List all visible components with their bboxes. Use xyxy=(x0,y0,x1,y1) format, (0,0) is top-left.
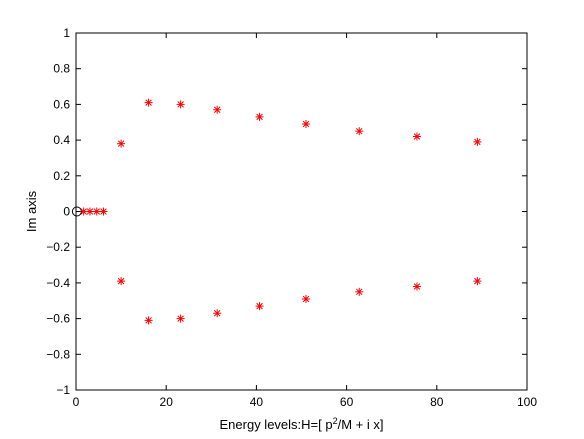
y-tick-label: 0.2 xyxy=(53,169,70,183)
y-tick-label: 0 xyxy=(63,205,70,219)
data-point-asterisk xyxy=(412,282,421,291)
x-tick-label: 40 xyxy=(250,395,264,409)
y-tick-label: −0.2 xyxy=(46,240,70,254)
data-point-asterisk xyxy=(255,112,264,121)
data-point-asterisk xyxy=(176,100,185,109)
data-point-asterisk xyxy=(355,287,364,296)
data-point-asterisk xyxy=(92,207,101,216)
data-point-asterisk xyxy=(213,309,222,318)
x-axis-label: Energy levels:H=[ p2/M + i x] xyxy=(220,416,384,432)
data-point-asterisk xyxy=(255,302,264,311)
x-tick-label: 80 xyxy=(430,395,444,409)
y-axis-label: Im axis xyxy=(24,190,39,232)
data-point-asterisk xyxy=(176,314,185,323)
x-tick-label: 100 xyxy=(517,395,537,409)
y-tick-label: 0.8 xyxy=(53,62,70,76)
data-point-asterisk xyxy=(213,105,222,114)
marks-layer xyxy=(71,98,482,325)
x-tick-label: 0 xyxy=(73,395,80,409)
data-point-asterisk xyxy=(144,316,153,325)
data-point-asterisk xyxy=(302,120,311,129)
x-tick-label: 20 xyxy=(160,395,174,409)
y-tick-label: −0.4 xyxy=(46,276,70,290)
data-point-asterisk xyxy=(473,137,482,146)
data-point-asterisk xyxy=(117,139,126,148)
ticks-layer: 0 20 40 60 80 100 −1 −0.8 −0.6 −0.4 −0.2 0 0.2 0.4 0.6… xyxy=(46,26,537,409)
y-tick-label: −1 xyxy=(56,383,70,397)
plot-area xyxy=(75,32,528,391)
data-point-circle xyxy=(71,206,82,217)
y-tick-label: −0.8 xyxy=(46,347,70,361)
data-point-asterisk xyxy=(99,207,108,216)
y-tick-label: −0.6 xyxy=(46,312,70,326)
y-tick-label: 0.6 xyxy=(53,97,70,111)
data-point-asterisk xyxy=(473,277,482,286)
data-point-asterisk xyxy=(355,127,364,136)
data-point-asterisk xyxy=(144,98,153,107)
y-tick-label: 1 xyxy=(63,26,70,40)
data-point-asterisk xyxy=(117,277,126,286)
x-tick-label: 60 xyxy=(340,395,354,409)
data-point-asterisk xyxy=(412,132,421,141)
y-tick-label: 0.4 xyxy=(53,133,70,147)
data-point-asterisk xyxy=(302,294,311,303)
data-point-asterisk xyxy=(85,207,94,216)
